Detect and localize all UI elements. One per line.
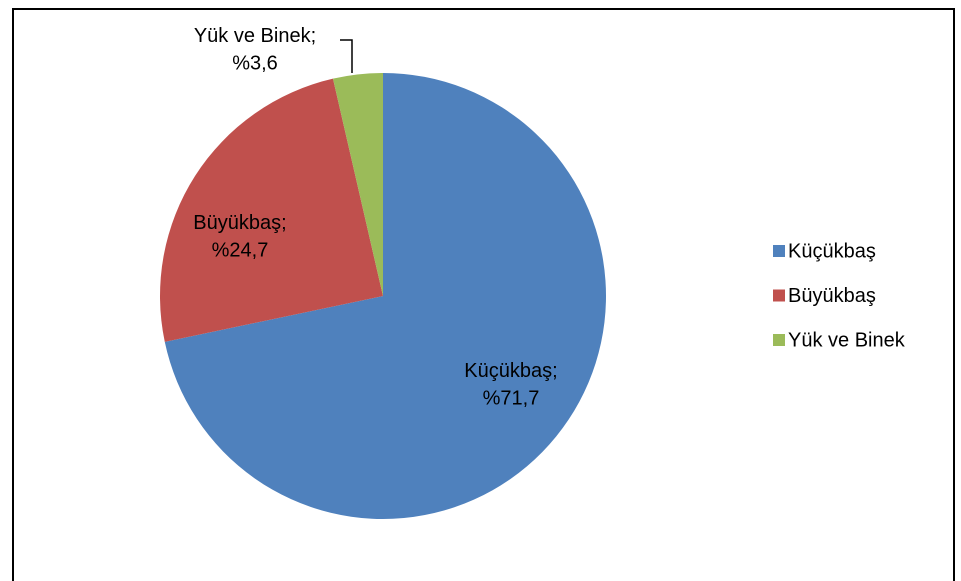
legend-swatch: [773, 334, 785, 346]
data-label-name: Küçükbaş: [464, 360, 552, 382]
legend-swatch: [773, 289, 785, 302]
pie-slice: [160, 78, 383, 342]
leader-line: [340, 39, 353, 73]
data-label-separator: ;: [311, 25, 317, 47]
data-label-separator: ;: [552, 360, 558, 382]
data-label-value: %71,7: [483, 387, 540, 409]
legend-label: Büyükbaş: [788, 285, 876, 307]
data-label-separator: ;: [281, 212, 287, 234]
data-label-value: %24,7: [212, 239, 269, 261]
pie: Küçükbaş; %71,7 Büyükbaş; %24,7 Yük ve Binek…: [160, 25, 606, 519]
data-label: Büyükbaş;: [193, 212, 286, 234]
data-label-name: Yük ve Binek: [194, 25, 312, 47]
legend: Küçükbaş Büyükbaş Yük ve Binek: [773, 240, 906, 351]
data-label: Yük ve Binek;: [194, 25, 316, 47]
pie-slice: [332, 73, 383, 296]
data-label-value: %3,6: [232, 52, 278, 74]
legend-label: Küçükbaş: [788, 240, 876, 262]
data-label-name: Büyükbaş: [193, 212, 281, 234]
data-label: Küçükbaş;: [464, 360, 557, 382]
legend-swatch: [773, 245, 785, 257]
pie-slice: [164, 73, 606, 519]
legend-label: Yük ve Binek: [788, 329, 906, 351]
